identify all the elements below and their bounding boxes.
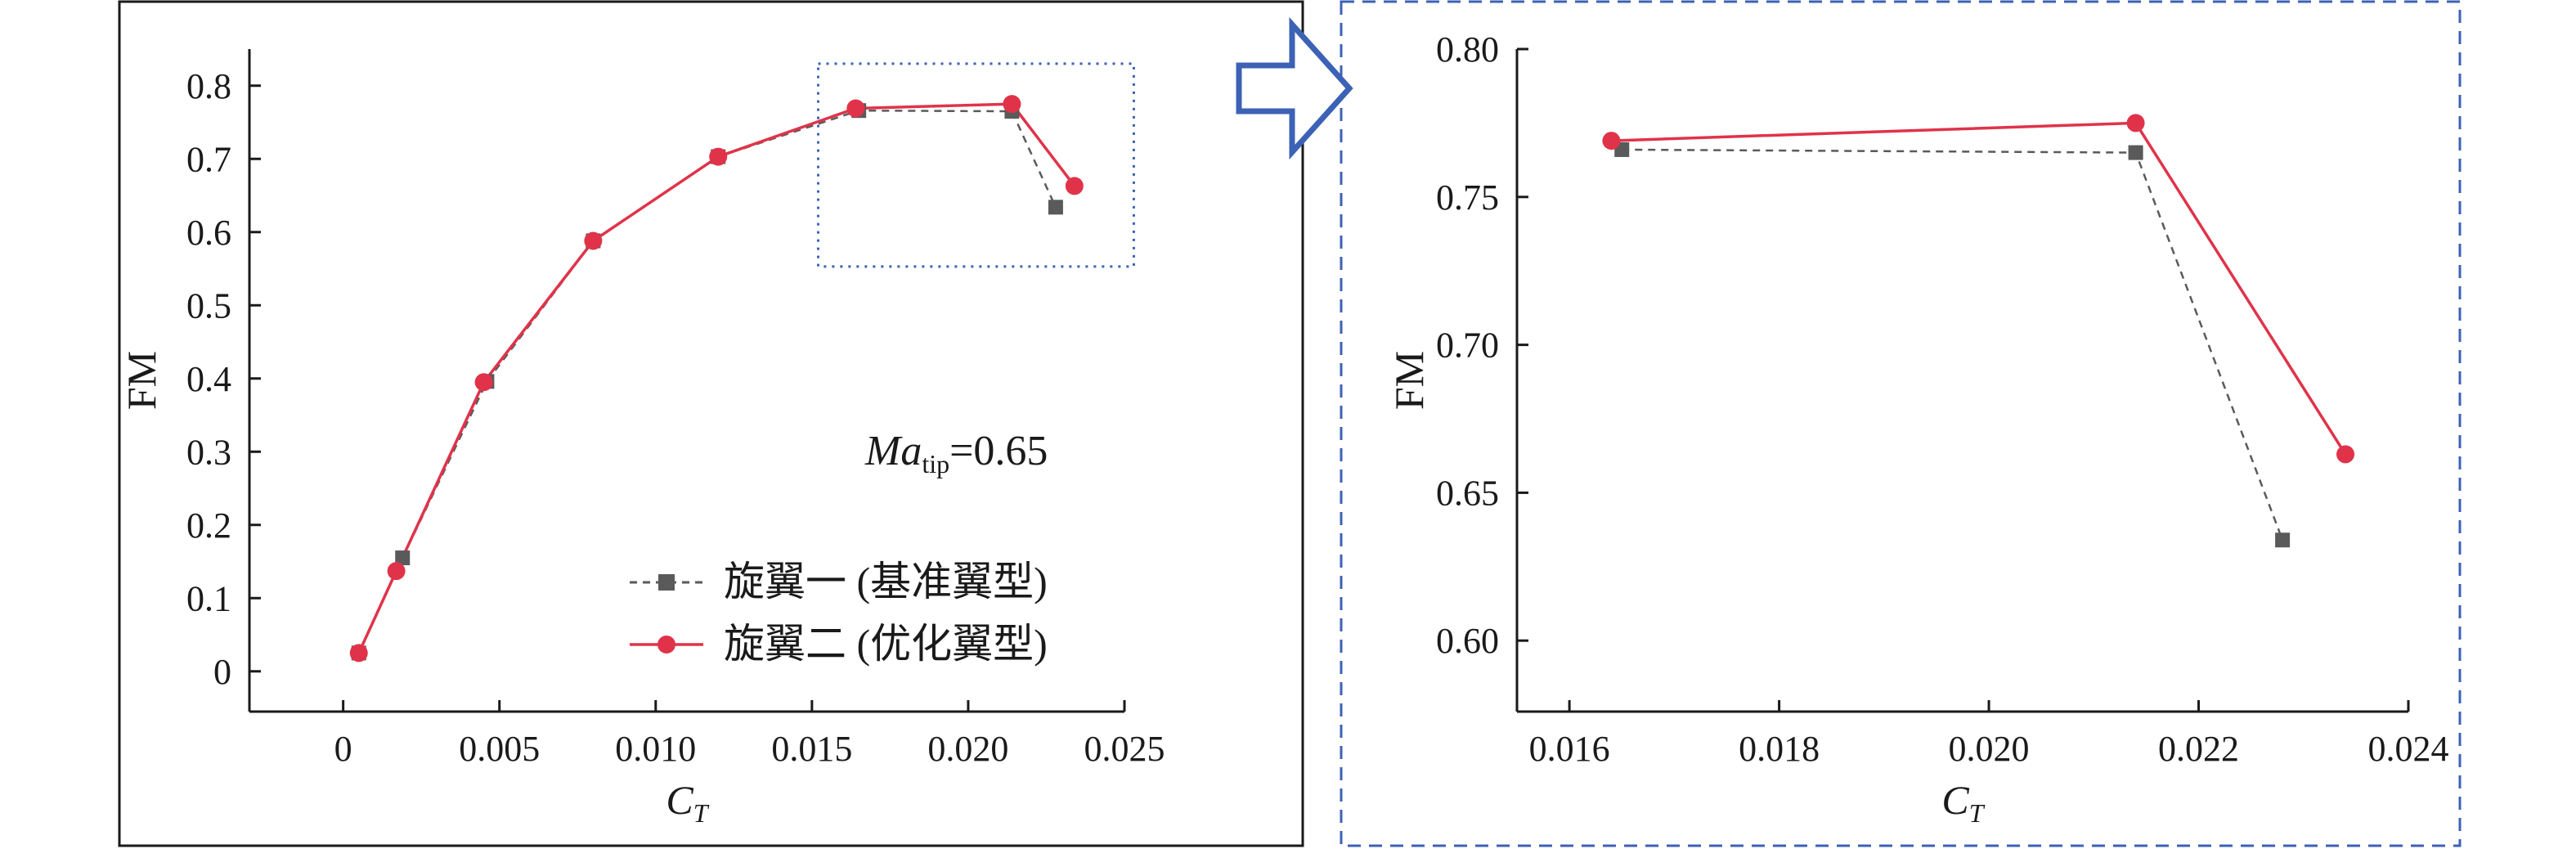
left-series-1-point [846,99,865,118]
mach-annotation-value: =0.65 [949,428,1048,474]
left-x-tick-label: 0.020 [927,729,1008,769]
left-zoom-region [817,62,1135,268]
right-x-tick-label: 0.016 [1529,729,1610,769]
left-y-tick-label: 0.3 [186,432,231,472]
left-series-1-point [474,373,493,392]
left-y-tick-label: 0 [213,652,231,692]
left-y-axis-label: FM [119,351,164,410]
left-series-1-point [709,147,728,166]
mach-annotation: Matip=0.65 [864,428,1048,478]
left-x-tick-label: 0.005 [459,729,540,769]
left-series-1-point [1003,95,1021,114]
left-y-tick-label: 0.5 [186,285,231,326]
right-series-1-point [2336,445,2355,464]
left-series-1-point [349,644,368,663]
right-series-1-point [2126,114,2145,133]
right-x-axis-label: CT [1941,777,1985,828]
right-series-0-line [1622,148,2284,541]
mach-annotation-symbol: Ma [864,428,922,474]
right-chart: 0.016 0.018 0.020 0.022 0.024 0.60 0.65 0.70 0.7… [1386,29,2449,828]
left-chart: 0 0.005 0.010 0.015 0.020 0.025 0 0.1 0.2 0.3 0.4 0… [119,49,1165,828]
left-x-tick-label: 0 [334,729,352,769]
right-y-axis-label: FM [1386,351,1432,410]
left-series-1-point [1065,177,1084,195]
left-x-tick-label: 0.010 [615,729,696,769]
left-y-tick-label: 0.4 [186,359,231,399]
right-panel-frame [1340,0,2462,847]
right-series-0-point [2128,145,2143,160]
right-series-1-point [1602,132,1621,150]
left-y-tick-label: 0.2 [186,505,231,546]
legend-label-base: 旋翼一 (基准翼型) [724,559,1048,604]
right-y-tick-label: 0.80 [1436,29,1499,70]
left-x-axis-label: CT [666,777,709,828]
right-x-tick-label: 0.020 [1949,729,2030,769]
left-series-1-line [357,102,1076,654]
left-series-0-point [395,550,411,566]
right-y-tick-label: 0.60 [1436,621,1499,661]
right-y-tick-label: 0.75 [1436,177,1499,218]
right-x-tick-label: 0.024 [2368,729,2449,769]
right-x-axis-label-sub: T [1969,798,1986,828]
left-series-1-point [584,231,603,250]
left-y-tick-label: 0.1 [186,578,231,618]
left-x-tick-label: 0.015 [771,729,852,769]
right-x-tick-label: 0.018 [1739,729,1820,769]
legend: 旋翼一 (基准翼型) 旋翼二 (优化翼型) [630,559,1048,667]
right-series-1-line [1611,121,2347,456]
right-y-tick-label: 0.70 [1436,326,1499,366]
zoom-arrow-icon [1236,16,1353,160]
legend-marker-base [658,574,675,591]
right-y-tick-label: 0.65 [1436,473,1499,513]
left-y-tick-label: 0.8 [186,66,231,106]
legend-marker-optimized [657,636,675,654]
right-x-tick-label: 0.022 [2158,729,2239,769]
left-series-0-point [1048,200,1063,215]
left-x-axis-label-main: C [666,777,693,823]
left-y-tick-label: 0.6 [186,213,231,253]
left-y-tick-label: 0.7 [186,139,231,179]
mach-annotation-sub: tip [922,449,949,478]
left-series-1-point [387,562,406,581]
left-x-tick-label: 0.025 [1084,729,1165,769]
left-x-axis-label-sub: T [693,798,710,828]
right-x-axis-label-main: C [1941,777,1969,823]
right-series-0-point [2275,532,2291,548]
left-panel-frame [118,0,1304,847]
legend-label-optimized: 旋翼二 (优化翼型) [724,621,1048,667]
